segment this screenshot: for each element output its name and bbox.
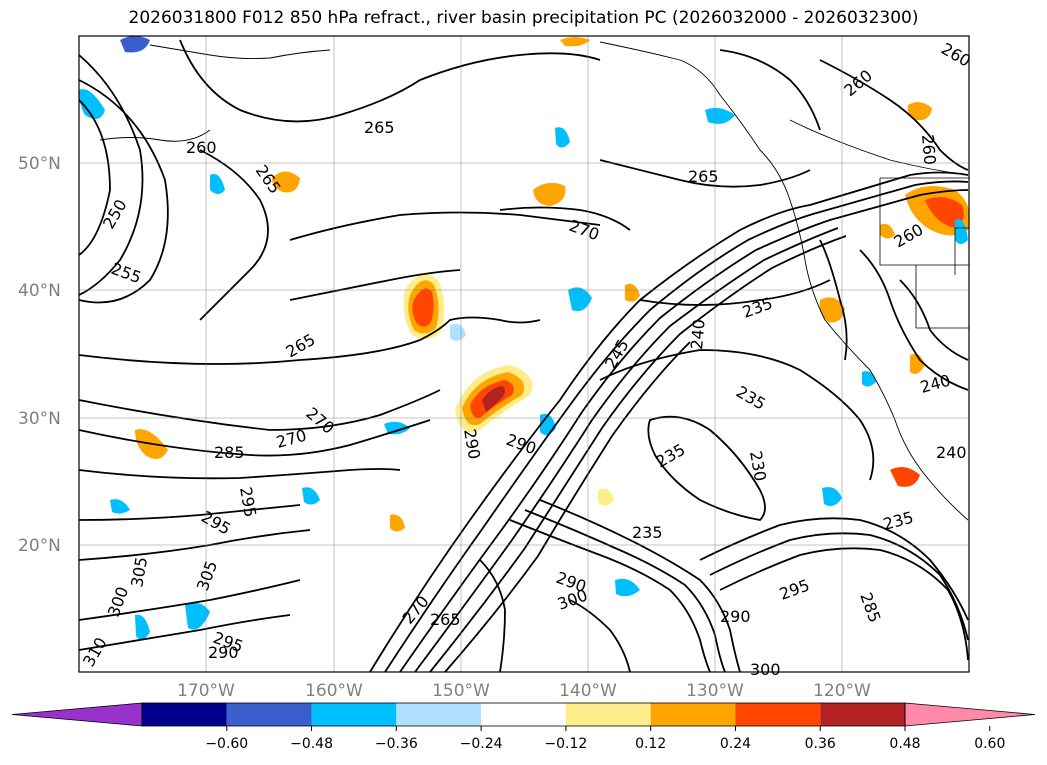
contour-label: 260 xyxy=(918,134,940,166)
contour-label: 285 xyxy=(214,443,245,462)
latitude-label: 50°N xyxy=(18,154,61,174)
map-area xyxy=(79,36,969,672)
coastlines xyxy=(99,41,969,521)
gridlines xyxy=(79,36,969,672)
map-frame xyxy=(78,35,970,673)
colorbar: −0.60 −0.48 −0.36 −0.24 −0.12 0.12 0.24 0.36 0.4… xyxy=(11,702,1036,752)
colorbar-segment xyxy=(735,703,821,726)
contour-label: 240 xyxy=(936,443,967,462)
colorbar-extend-high xyxy=(904,702,1036,727)
contour-label: 290 xyxy=(208,643,239,662)
contour-label: 265 xyxy=(688,167,719,186)
longitude-label: 130°W xyxy=(686,681,744,701)
latitude-label: 20°N xyxy=(18,536,61,556)
refractivity-contours xyxy=(78,39,969,673)
colorbar-tick-label: 0.24 xyxy=(720,736,751,752)
contour-label: 265 xyxy=(364,118,395,137)
longitude-labels: 170°W 160°W 150°W 140°W 130°W 120°W xyxy=(177,681,871,701)
latitude-label: 30°N xyxy=(18,409,61,429)
colorbar-tick-label: −0.60 xyxy=(205,736,248,752)
colorbar-tick-label: −0.24 xyxy=(460,736,503,752)
colorbar-tick-label: 0.48 xyxy=(889,736,920,752)
colorbar-segment xyxy=(481,703,566,726)
latitude-label: 40°N xyxy=(18,281,61,301)
colorbar-tick-label: −0.48 xyxy=(290,736,333,752)
colorbar-tick-label: −0.36 xyxy=(375,736,418,752)
colorbar-segment xyxy=(226,703,312,726)
colorbar-segment xyxy=(311,703,397,726)
colorbar-segment xyxy=(396,703,482,726)
colorbar-segment xyxy=(820,703,905,726)
boundary-lines xyxy=(879,177,969,329)
contour-label: 300 xyxy=(750,660,781,679)
contour-label: 240 xyxy=(687,318,709,350)
longitude-label: 170°W xyxy=(177,681,235,701)
precip-shading xyxy=(79,36,970,640)
map-title: 2026031800 F012 850 hPa refract., river … xyxy=(128,8,919,28)
colorbar-tick-label: −0.12 xyxy=(544,736,587,752)
contour-label: 290 xyxy=(720,607,751,626)
contour-label: 260 xyxy=(186,138,217,157)
colorbar-tick-label: 0.36 xyxy=(805,736,836,752)
colorbar-extend-low xyxy=(11,702,143,727)
colorbar-tick-label: 0.12 xyxy=(635,736,666,752)
colorbar-segment xyxy=(650,703,736,726)
colorbar-tick-label: 0.60 xyxy=(974,736,1005,752)
latitude-labels: 50°N 40°N 30°N 20°N xyxy=(18,154,61,556)
contour-label: 265 xyxy=(430,610,461,629)
longitude-label: 140°W xyxy=(559,681,617,701)
longitude-label: 120°W xyxy=(813,681,871,701)
colorbar-segment xyxy=(142,703,227,726)
colorbar-frame xyxy=(141,702,906,727)
longitude-label: 160°W xyxy=(305,681,363,701)
colorbar-segment xyxy=(565,703,651,726)
longitude-label: 150°W xyxy=(432,681,490,701)
contour-label: 235 xyxy=(632,523,663,542)
